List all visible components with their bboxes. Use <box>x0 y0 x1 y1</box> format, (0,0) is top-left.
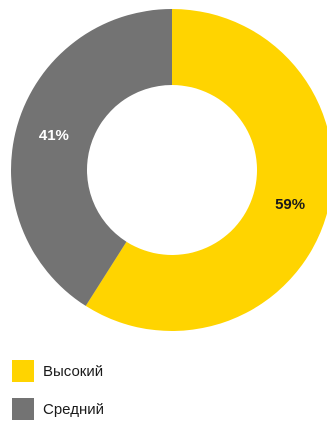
chart-legend: Высокий Средний <box>12 360 104 436</box>
data-label-high: 59% <box>275 196 305 213</box>
donut-chart: 59% 41% <box>10 8 327 331</box>
data-label-medium: 41% <box>39 127 69 144</box>
slice-medium <box>10 8 173 306</box>
chart-data-labels: 59% 41% <box>39 127 305 213</box>
legend-item-medium: Средний <box>12 398 104 420</box>
legend-swatch-medium <box>12 398 34 420</box>
legend-item-high: Высокий <box>12 360 104 382</box>
legend-swatch-high <box>12 360 34 382</box>
legend-label-high: Высокий <box>43 362 104 380</box>
chart-slices <box>10 8 327 331</box>
legend-label-medium: Средний <box>43 400 104 418</box>
slice-high <box>85 9 327 331</box>
